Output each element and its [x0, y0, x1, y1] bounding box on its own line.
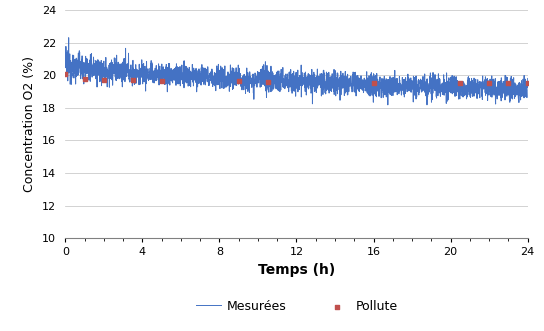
Pollute [504, 81, 513, 86]
Pollute [80, 76, 89, 82]
X-axis label: Temps (h): Temps (h) [258, 263, 335, 277]
Mesurées [524, 76, 531, 80]
Line: Mesurées: Mesurées [65, 38, 528, 105]
Mesurées [65, 36, 72, 40]
Mesurées [115, 60, 121, 64]
Mesurées [516, 101, 522, 105]
Pollute [263, 79, 272, 84]
Mesurées [385, 103, 391, 107]
Pollute [100, 77, 108, 82]
Pollute [234, 79, 243, 84]
Pollute [456, 80, 465, 86]
Mesurées [143, 89, 149, 93]
Y-axis label: Concentration O2 (%): Concentration O2 (%) [23, 56, 36, 192]
Mesurées [62, 62, 69, 66]
Pollute [485, 81, 493, 86]
Mesurées [239, 74, 246, 78]
Pollute [523, 81, 532, 86]
Pollute [61, 72, 70, 77]
Pollute [369, 80, 378, 85]
Mesurées [259, 78, 266, 82]
Pollute [128, 78, 137, 83]
Legend: Mesurées, Pollute: Mesurées, Pollute [190, 295, 403, 318]
Mesurées [466, 93, 472, 97]
Pollute [157, 78, 166, 83]
